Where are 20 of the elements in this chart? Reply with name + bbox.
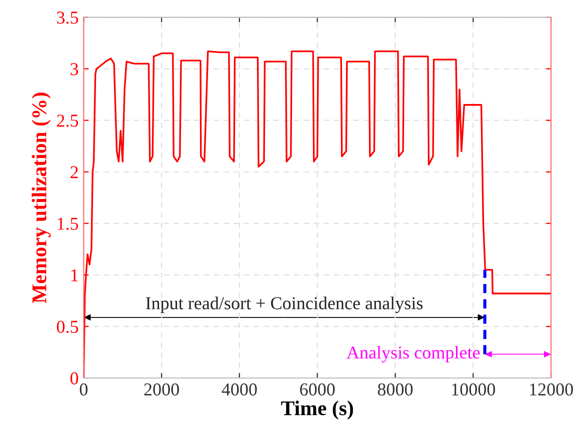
y-tick-label: 3 — [70, 63, 78, 76]
y-axis-title: Memory utilization (%) — [32, 92, 51, 304]
x-axis-title: Time (s) — [281, 400, 353, 420]
x-tick-label: 2000 — [144, 383, 179, 396]
y-tick-label: 2 — [70, 166, 78, 178]
annotation: Input read/sort + Coincidence analysis — [146, 296, 423, 314]
y-tick-label: 3.5 — [57, 12, 78, 24]
x-tick-label: 0 — [80, 383, 88, 396]
y-tick-label: 2.5 — [57, 114, 78, 127]
y-tick-label: 1.5 — [58, 218, 78, 230]
y-tick-label: 0 — [70, 372, 78, 384]
y-tick-label: 1 — [71, 269, 78, 282]
x-tick-label: 10000 — [452, 383, 496, 396]
annotation: Analysis complete — [346, 346, 480, 362]
x-tick-label: 4000 — [222, 383, 257, 396]
x-tick-label: 6000 — [300, 383, 335, 396]
x-tick-label: 12000 — [530, 383, 573, 396]
line-series — [84, 50, 552, 378]
x-tick-label: 8000 — [378, 383, 413, 396]
y-tick-label: 0.5 — [56, 320, 78, 333]
